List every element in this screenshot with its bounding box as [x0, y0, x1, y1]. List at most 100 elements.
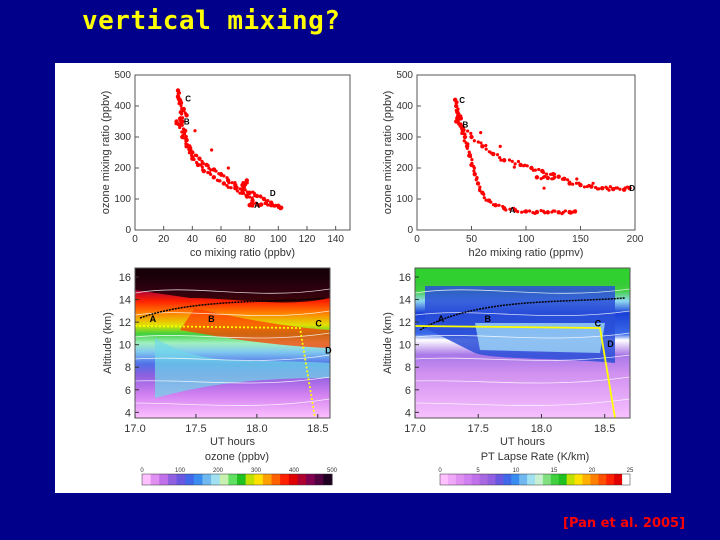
- data-point: [201, 161, 205, 166]
- data-point: [472, 166, 476, 170]
- y-tick-label: 8: [125, 362, 131, 374]
- colorbar-swatch: [511, 474, 520, 485]
- x-tick-label: 40: [187, 234, 199, 245]
- y-axis-label: Altitude (km): [102, 312, 114, 374]
- data-point: [545, 172, 549, 176]
- colorbar-swatch: [463, 474, 473, 485]
- colorbar-swatch: [582, 474, 591, 485]
- x-tick-label: 50: [466, 234, 478, 245]
- data-point: [504, 208, 508, 212]
- colorbar-swatch: [280, 474, 290, 485]
- data-point: [518, 162, 523, 168]
- data-point: [211, 175, 217, 180]
- data-point: [512, 206, 516, 211]
- x-tick-label: 17.5: [468, 423, 489, 435]
- data-point: [470, 158, 474, 162]
- data-point: [482, 196, 486, 200]
- data-point: [501, 204, 505, 209]
- data-point: [182, 131, 186, 135]
- data-point: [193, 129, 197, 133]
- data-point: [214, 169, 218, 173]
- colorbar-swatch: [142, 474, 152, 485]
- data-point: [525, 164, 529, 168]
- tropopause-trace: [139, 297, 326, 319]
- flight-track: [414, 325, 616, 419]
- data-point: [552, 172, 557, 176]
- x-tick-label: 100: [518, 234, 535, 245]
- colorbar-swatch: [447, 474, 457, 485]
- y-tick-label: 400: [396, 101, 413, 112]
- colorbar-tick-label: 25: [627, 468, 634, 474]
- colorbar-swatch: [237, 474, 247, 485]
- data-point: [266, 199, 270, 203]
- data-point: [206, 164, 210, 168]
- data-point: [463, 132, 467, 136]
- colorbar-swatch: [606, 474, 615, 485]
- point-label: B: [485, 314, 492, 324]
- data-point: [183, 111, 187, 115]
- data-point: [184, 139, 188, 143]
- data-point: [520, 210, 524, 214]
- y-tick-label: 100: [114, 194, 131, 205]
- data-point: [575, 177, 579, 181]
- data-point: [470, 161, 474, 166]
- data-point: [217, 172, 221, 176]
- colorbar-swatch: [150, 474, 160, 485]
- colorbar-tick-label: 200: [213, 468, 224, 474]
- data-point: [468, 154, 473, 159]
- y-tick-label: 16: [399, 272, 411, 284]
- data-point: [177, 101, 181, 106]
- contour-line: [134, 376, 331, 384]
- data-point: [553, 209, 557, 213]
- data-point: [278, 207, 282, 211]
- x-tick-label: 60: [215, 234, 227, 245]
- colorbar-tick-label: 100: [175, 468, 186, 474]
- tropopause-trace: [419, 297, 626, 331]
- data-point: [556, 210, 561, 215]
- data-point: [484, 143, 488, 148]
- colorbar-swatch: [306, 474, 316, 485]
- y-tick-label: 6: [125, 385, 131, 397]
- data-point: [254, 201, 258, 205]
- colorbar-swatch: [487, 474, 496, 485]
- data-point: [472, 172, 477, 177]
- data-point: [469, 131, 473, 135]
- data-point: [197, 156, 202, 161]
- y-tick-label: 14: [399, 295, 411, 307]
- data-point: [625, 185, 630, 189]
- colorbar-swatch: [185, 474, 195, 485]
- plot-frame: [134, 74, 351, 231]
- data-point: [498, 156, 502, 160]
- colorbar-swatch: [566, 474, 576, 485]
- colorbar-tick-label: 5: [476, 468, 480, 474]
- data-point: [549, 172, 553, 176]
- y-axis-label: ozone mixing ratio (ppbv): [382, 91, 394, 215]
- colorbar-swatch: [211, 474, 221, 485]
- colorbar-swatch: [193, 474, 203, 485]
- stratosphere-band: [415, 268, 630, 282]
- data-point: [209, 168, 213, 172]
- data-point: [495, 153, 500, 157]
- citation: [Pan et al. 2005]: [563, 516, 686, 531]
- x-tick-label: 80: [244, 234, 256, 245]
- x-tick-label: 140: [327, 234, 344, 245]
- data-point: [229, 186, 233, 190]
- data-point: [494, 203, 498, 208]
- colorbar-swatch: [550, 474, 560, 485]
- data-point: [568, 180, 572, 184]
- data-point: [457, 121, 461, 126]
- data-point: [545, 175, 550, 181]
- data-point: [235, 189, 240, 193]
- data-point: [479, 131, 483, 135]
- data-point: [474, 178, 478, 182]
- data-point: [591, 181, 595, 185]
- colorbar-swatch: [271, 474, 281, 485]
- point-label: D: [325, 346, 332, 356]
- data-point: [484, 198, 488, 202]
- point-label: D: [629, 184, 635, 193]
- data-point: [261, 196, 267, 202]
- data-point: [225, 176, 229, 180]
- contour-line: [414, 376, 631, 384]
- data-point: [182, 109, 186, 113]
